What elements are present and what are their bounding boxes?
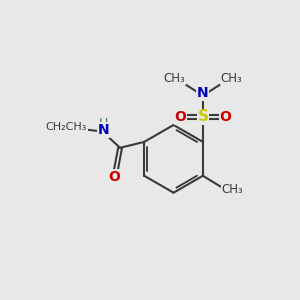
Text: N: N — [98, 123, 110, 137]
Text: S: S — [197, 110, 208, 124]
Text: CH₃: CH₃ — [164, 71, 185, 85]
Text: O: O — [220, 110, 232, 124]
Text: CH₃: CH₃ — [220, 71, 242, 85]
Text: H: H — [99, 117, 109, 130]
Text: O: O — [174, 110, 186, 124]
Text: CH₂CH₃: CH₂CH₃ — [46, 122, 87, 132]
Text: CH₃: CH₃ — [221, 183, 243, 196]
Text: N: N — [197, 86, 209, 100]
Text: O: O — [108, 169, 120, 184]
